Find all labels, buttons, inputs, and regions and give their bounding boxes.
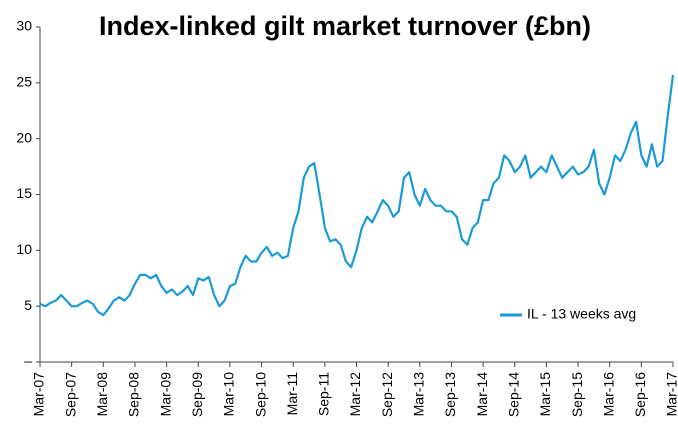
x-tick-label: Sep-09 [189,372,205,417]
x-tick-label: Mar-10 [221,372,237,417]
y-tick-label: 20 [16,129,32,145]
x-tick-label: Sep-11 [316,372,332,416]
x-tick-label: Sep-10 [252,372,268,417]
legend-label: IL - 13 weeks avg [527,306,636,322]
x-tick-label: Sep-12 [379,372,395,417]
y-tick-label: 30 [16,18,32,34]
chart-title: Index-linked gilt market turnover (£bn) [99,11,591,41]
x-tick-label: Mar-09 [157,372,173,417]
x-tick-label: Mar-13 [411,372,427,417]
x-tick-label: Mar-08 [94,372,110,417]
y-tick-label: 15 [16,185,32,201]
x-tick-label: Sep-07 [62,372,78,417]
x-tick-label: Sep-14 [505,372,521,417]
y-tick-label: 5 [24,297,32,313]
x-tick-label: Sep-16 [632,372,648,417]
x-tick-label: Sep-08 [126,372,142,417]
y-tick-label: 10 [16,241,32,257]
x-tick-label: Mar-16 [600,372,616,417]
x-tick-label: Sep-13 [442,372,458,417]
x-tick-label: Mar-07 [31,372,47,417]
x-tick-label: Sep-15 [569,372,585,417]
x-tick-label: Mar-11 [284,372,300,416]
y-tick-label: 25 [16,74,32,90]
x-tick-label: Mar-14 [474,372,490,417]
x-tick-label: Mar-17 [664,372,678,417]
x-tick-label: Mar-15 [537,372,553,417]
data-line [39,74,675,317]
x-tick-label: Mar-12 [347,372,363,417]
y-tick-label: – [24,353,32,369]
